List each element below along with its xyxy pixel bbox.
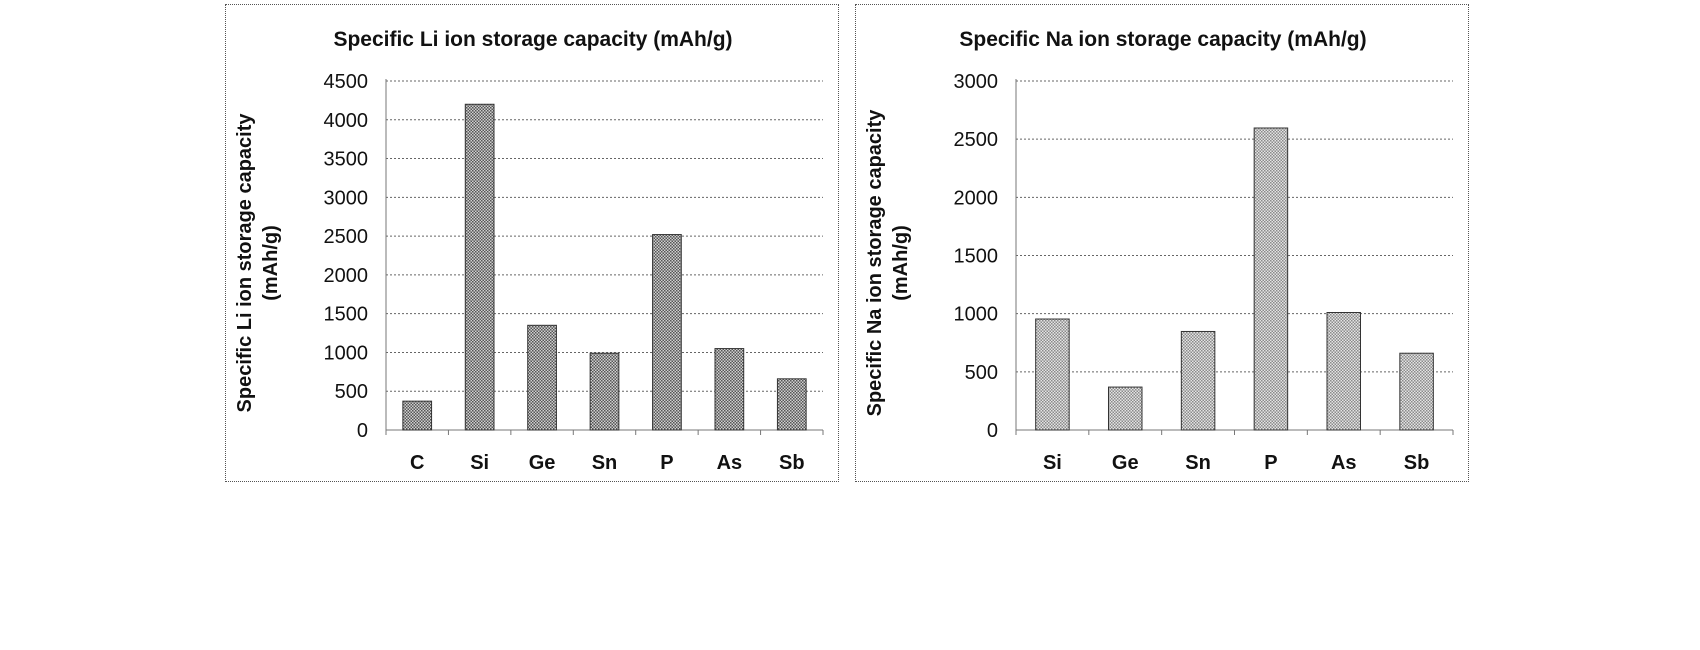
bar-ge bbox=[1107, 386, 1143, 431]
bar-as bbox=[1326, 312, 1362, 431]
y-tick-label: 0 bbox=[357, 420, 368, 442]
na-capacity-chart-panel: Specific Na ion storage capacity (mAh/g)… bbox=[855, 4, 1469, 482]
bar-si bbox=[1035, 318, 1070, 431]
x-category-label: Ge bbox=[529, 452, 556, 474]
y-tick-label: 1500 bbox=[954, 246, 999, 268]
y-tick-label: 500 bbox=[965, 362, 998, 384]
x-category-label: P bbox=[1264, 452, 1277, 474]
li-capacity-chart-panel: Specific Li ion storage capacity (mAh/g)… bbox=[225, 4, 839, 482]
y-axis-label-line-1: Specific Na ion storage capacity bbox=[864, 109, 886, 417]
x-category-label: P bbox=[660, 452, 673, 474]
bar-sn bbox=[589, 352, 620, 431]
y-tick-label: 1000 bbox=[324, 342, 369, 364]
y-tick-label: 2000 bbox=[324, 265, 369, 287]
x-category-label: Sb bbox=[1404, 452, 1430, 474]
bar-sb bbox=[1399, 352, 1434, 431]
x-category-label: Sb bbox=[779, 452, 805, 474]
bar-c bbox=[402, 400, 433, 431]
bar-ge bbox=[527, 324, 557, 431]
x-category-label: As bbox=[717, 452, 743, 474]
y-tick-label: 4000 bbox=[324, 110, 369, 132]
y-tick-label: 500 bbox=[335, 381, 368, 403]
x-category-label: Si bbox=[1043, 452, 1062, 474]
na-capacity-chart: Specific Na ion storage capacity (mAh/g)… bbox=[864, 28, 1454, 474]
y-tick-label: 2500 bbox=[324, 226, 369, 248]
y-tick-label: 2000 bbox=[954, 187, 999, 209]
bar-as bbox=[714, 348, 745, 431]
x-category-label: Sn bbox=[1185, 452, 1211, 474]
bar-p bbox=[652, 234, 682, 431]
y-tick-label: 1500 bbox=[324, 304, 369, 326]
x-category-label: Si bbox=[470, 452, 489, 474]
y-axis-label-line-2: (mAh/g) bbox=[260, 225, 282, 301]
bar-p bbox=[1253, 127, 1289, 431]
bar-sn bbox=[1180, 330, 1216, 431]
bar-sb bbox=[776, 378, 807, 431]
y-axis-label-line-2: (mAh/g) bbox=[890, 225, 912, 301]
chart-title: Specific Na ion storage capacity (mAh/g) bbox=[959, 28, 1366, 51]
x-category-label: Ge bbox=[1112, 452, 1139, 474]
y-tick-label: 1000 bbox=[954, 304, 999, 326]
x-category-label: As bbox=[1331, 452, 1357, 474]
y-tick-label: 2500 bbox=[954, 129, 999, 151]
plot-area: 0 500 1000 1500 2000 2500 3000 3500 4000 4500 C Si G… bbox=[324, 71, 824, 474]
x-category-label: Sn bbox=[592, 452, 618, 474]
y-tick-label: 3000 bbox=[954, 71, 999, 93]
li-capacity-chart: Specific Li ion storage capacity (mAh/g)… bbox=[234, 28, 824, 474]
x-category-label: C bbox=[410, 452, 424, 474]
y-tick-label: 3000 bbox=[324, 187, 369, 209]
y-tick-label: 0 bbox=[987, 420, 998, 442]
y-axis-label-line-1: Specific Li ion storage capacity bbox=[234, 113, 256, 413]
bar-si bbox=[464, 103, 495, 431]
y-tick-label: 4500 bbox=[324, 71, 369, 93]
plot-area: 0 500 1000 1500 2000 2500 3000 Si Ge Sn P As Sb bbox=[954, 71, 1454, 474]
chart-title: Specific Li ion storage capacity (mAh/g) bbox=[333, 28, 732, 51]
y-tick-label: 3500 bbox=[324, 149, 369, 171]
